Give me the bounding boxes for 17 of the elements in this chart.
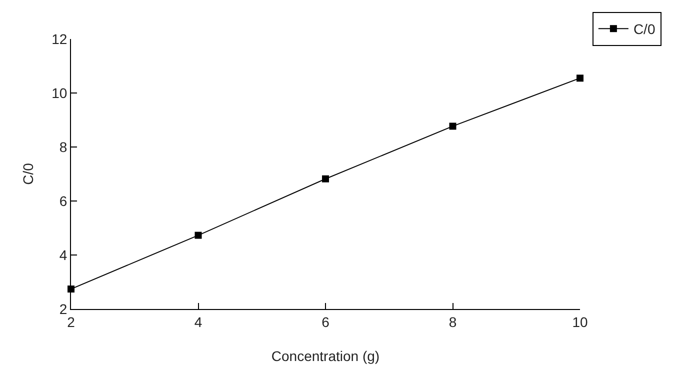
- point: [449, 122, 456, 130]
- point: [576, 74, 584, 82]
- x-tick-label: 4: [194, 314, 202, 330]
- legend-label: C/0: [633, 21, 656, 38]
- y-tick-label: 4: [59, 246, 68, 263]
- x-axis-title: Concentration (g): [271, 348, 380, 364]
- x-tick-label: 8: [448, 314, 457, 330]
- x-tick-label: 6: [322, 314, 330, 330]
- point: [322, 175, 329, 182]
- y-tick-label: 8: [59, 138, 68, 155]
- y-tick-label: 10: [52, 84, 68, 101]
- x-tick-label: 10: [572, 314, 588, 330]
- y-tick-label: 12: [52, 30, 68, 47]
- y-tick-label: 2: [59, 300, 68, 317]
- y-axis-title: C/0: [20, 162, 36, 185]
- y-tick-label: 6: [59, 192, 68, 209]
- point: [194, 232, 202, 239]
